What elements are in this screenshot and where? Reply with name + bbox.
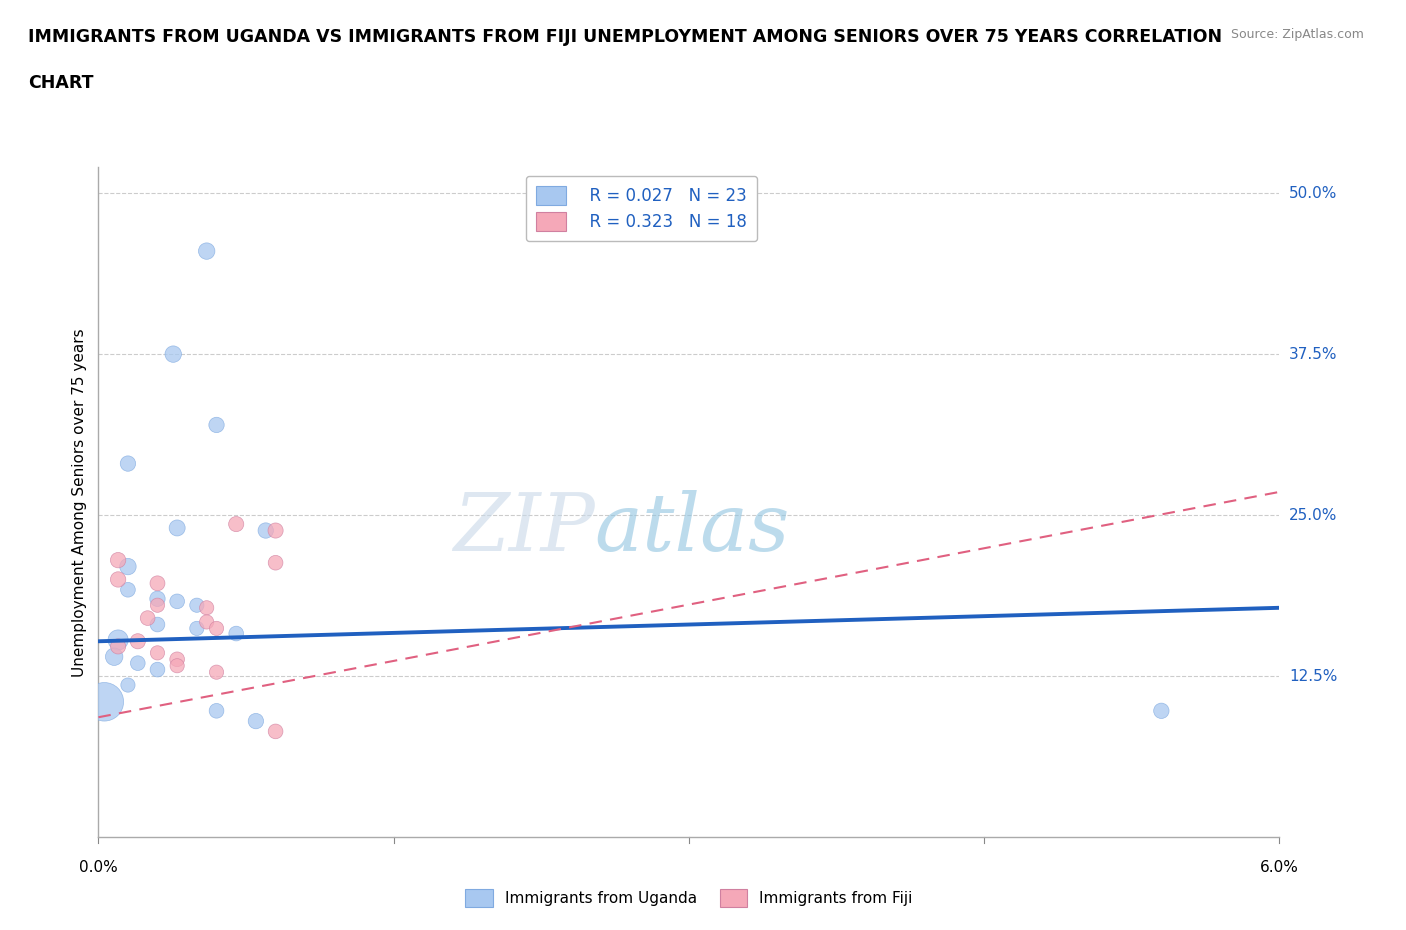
Y-axis label: Unemployment Among Seniors over 75 years: Unemployment Among Seniors over 75 years xyxy=(72,328,87,676)
Point xyxy=(264,724,287,738)
Point xyxy=(186,621,208,636)
Point xyxy=(117,559,139,574)
Point xyxy=(107,639,129,654)
Legend: Immigrants from Uganda, Immigrants from Fiji: Immigrants from Uganda, Immigrants from … xyxy=(458,884,920,913)
Point xyxy=(166,652,188,667)
Point xyxy=(195,601,218,616)
Text: ZIP: ZIP xyxy=(453,490,595,567)
Text: 12.5%: 12.5% xyxy=(1289,669,1337,684)
Text: 37.5%: 37.5% xyxy=(1289,347,1337,362)
Point xyxy=(186,598,208,613)
Point xyxy=(107,552,129,567)
Point xyxy=(127,656,149,671)
Text: 6.0%: 6.0% xyxy=(1260,860,1299,875)
Point xyxy=(117,678,139,693)
Text: atlas: atlas xyxy=(595,490,790,567)
Point xyxy=(146,662,169,677)
Legend:   R = 0.027   N = 23,   R = 0.323   N = 18: R = 0.027 N = 23, R = 0.323 N = 18 xyxy=(526,176,758,241)
Text: 25.0%: 25.0% xyxy=(1289,508,1337,523)
Point xyxy=(136,611,159,626)
Point xyxy=(146,645,169,660)
Point xyxy=(205,418,228,432)
Point xyxy=(146,591,169,606)
Point xyxy=(1150,703,1173,718)
Point xyxy=(146,598,169,613)
Text: IMMIGRANTS FROM UGANDA VS IMMIGRANTS FROM FIJI UNEMPLOYMENT AMONG SENIORS OVER 7: IMMIGRANTS FROM UGANDA VS IMMIGRANTS FRO… xyxy=(28,28,1222,46)
Point xyxy=(166,658,188,673)
Point xyxy=(254,523,277,538)
Point xyxy=(146,576,169,591)
Text: CHART: CHART xyxy=(28,74,94,92)
Point xyxy=(225,517,247,532)
Point xyxy=(127,634,149,649)
Point xyxy=(205,665,228,680)
Point xyxy=(225,626,247,641)
Point xyxy=(162,347,184,362)
Point xyxy=(166,594,188,609)
Text: 50.0%: 50.0% xyxy=(1289,186,1337,201)
Text: Source: ZipAtlas.com: Source: ZipAtlas.com xyxy=(1230,28,1364,41)
Point xyxy=(93,695,115,710)
Point xyxy=(117,456,139,471)
Point xyxy=(195,615,218,630)
Point xyxy=(107,632,129,647)
Point xyxy=(205,703,228,718)
Point xyxy=(146,618,169,632)
Point xyxy=(103,649,125,664)
Point xyxy=(107,572,129,587)
Point xyxy=(195,244,218,259)
Point xyxy=(166,521,188,536)
Point xyxy=(205,621,228,636)
Point xyxy=(264,555,287,570)
Point xyxy=(245,713,267,728)
Point xyxy=(117,582,139,597)
Point xyxy=(264,523,287,538)
Text: 0.0%: 0.0% xyxy=(79,860,118,875)
